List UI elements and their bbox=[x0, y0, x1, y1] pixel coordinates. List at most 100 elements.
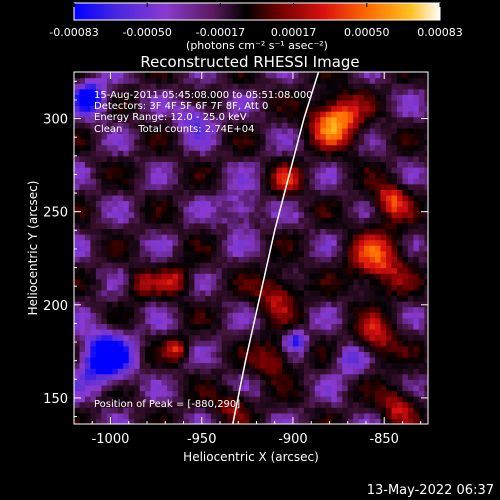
heatmap-cell bbox=[227, 206, 234, 213]
heatmap-cell bbox=[336, 250, 343, 257]
heatmap-cell bbox=[314, 166, 321, 174]
heatmap-cell bbox=[413, 200, 420, 207]
heatmap-cell bbox=[156, 396, 163, 403]
heatmap-cell bbox=[249, 139, 256, 146]
heatmap-cell bbox=[331, 172, 338, 179]
heatmap-cell bbox=[172, 401, 179, 408]
heatmap-cell bbox=[79, 362, 86, 369]
heatmap-cell bbox=[194, 183, 201, 190]
heatmap-cell bbox=[331, 368, 338, 375]
heatmap-cell bbox=[260, 390, 267, 397]
heatmap-cell bbox=[249, 278, 256, 285]
heatmap-cell bbox=[325, 284, 332, 291]
heatmap-cell bbox=[205, 77, 212, 84]
heatmap-cell bbox=[128, 211, 135, 218]
heatmap-cell bbox=[145, 340, 152, 347]
heatmap-cell bbox=[156, 211, 163, 218]
heatmap-cell bbox=[183, 139, 190, 146]
heatmap-cell bbox=[424, 301, 428, 308]
heatmap-cell bbox=[194, 373, 201, 380]
heatmap-cell bbox=[194, 172, 201, 179]
heatmap-cell bbox=[172, 178, 179, 185]
heatmap-cell bbox=[188, 418, 196, 424]
heatmap-cell bbox=[358, 172, 365, 179]
heatmap-cell bbox=[210, 105, 217, 112]
heatmap-cell bbox=[178, 373, 185, 380]
heatmap-cell bbox=[265, 200, 272, 207]
heatmap-cell bbox=[342, 234, 349, 241]
heatmap-cell bbox=[276, 194, 283, 202]
heatmap-cell bbox=[216, 368, 223, 375]
heatmap-cell bbox=[232, 329, 239, 336]
heatmap-cell bbox=[112, 88, 119, 95]
heatmap-cell bbox=[287, 306, 294, 313]
heatmap-cell bbox=[117, 329, 124, 336]
heatmap-cell bbox=[161, 222, 168, 230]
heatmap-cell bbox=[413, 144, 420, 151]
heatmap-cell bbox=[178, 396, 185, 403]
heatmap-cell bbox=[336, 351, 343, 358]
heatmap-cell bbox=[265, 144, 272, 151]
heatmap-cell bbox=[199, 206, 206, 213]
heatmap-cell bbox=[375, 407, 382, 414]
heatmap-cell bbox=[402, 150, 409, 157]
heatmap-cell bbox=[232, 155, 239, 162]
heatmap-cell bbox=[282, 150, 289, 157]
heatmap-cell bbox=[254, 412, 261, 420]
heatmap-cell bbox=[424, 150, 428, 157]
heatmap-cell bbox=[172, 317, 179, 325]
heatmap-cell bbox=[347, 418, 354, 424]
heatmap-cell bbox=[150, 139, 157, 146]
heatmap-cell bbox=[145, 329, 152, 336]
heatmap-cell bbox=[161, 200, 168, 207]
heatmap-cell bbox=[117, 172, 124, 179]
heatmap-cell bbox=[238, 222, 245, 230]
heatmap-cell bbox=[117, 133, 124, 140]
heatmap-cell bbox=[424, 178, 428, 185]
heatmap-cell bbox=[364, 245, 371, 252]
heatmap-cell bbox=[358, 289, 365, 297]
heatmap-cell bbox=[79, 211, 86, 218]
heatmap-cell bbox=[139, 194, 146, 202]
heatmap-cell bbox=[79, 206, 86, 213]
heatmap-cell bbox=[205, 273, 212, 280]
heatmap-cell bbox=[254, 183, 261, 190]
heatmap-cell bbox=[243, 189, 250, 196]
heatmap-cell bbox=[407, 99, 415, 107]
heatmap-cell bbox=[95, 183, 102, 190]
heatmap-cell bbox=[243, 418, 250, 424]
heatmap-cell bbox=[249, 245, 256, 252]
heatmap-cell bbox=[167, 390, 174, 397]
heatmap-cell bbox=[358, 105, 365, 112]
heatmap-cell bbox=[101, 183, 108, 190]
heatmap-cell bbox=[303, 289, 310, 297]
heatmap-cell bbox=[391, 155, 398, 162]
heatmap-cell bbox=[369, 256, 376, 263]
heatmap-cell bbox=[418, 384, 425, 392]
heatmap-cell bbox=[418, 206, 425, 213]
heatmap-cell bbox=[243, 317, 250, 325]
heatmap-cell bbox=[413, 418, 420, 424]
heatmap-cell bbox=[342, 373, 349, 380]
heatmap-cell bbox=[391, 340, 398, 347]
heatmap-cell bbox=[117, 301, 124, 308]
heatmap-cell bbox=[282, 396, 289, 403]
heatmap-cell bbox=[407, 150, 415, 157]
heatmap-cell bbox=[227, 267, 234, 274]
heatmap-cell bbox=[156, 94, 163, 101]
heatmap-cell bbox=[161, 401, 168, 408]
heatmap-cell bbox=[95, 127, 102, 135]
heatmap-cell bbox=[90, 401, 97, 408]
heatmap-cell bbox=[221, 83, 228, 90]
heatmap-cell bbox=[90, 127, 97, 135]
heatmap-cell bbox=[375, 384, 382, 392]
heatmap-cell bbox=[424, 172, 428, 179]
heatmap-cell bbox=[358, 329, 365, 336]
heatmap-cell bbox=[183, 116, 190, 123]
heatmap-cell bbox=[375, 150, 382, 157]
heatmap-cell bbox=[424, 278, 428, 285]
heatmap-cell bbox=[194, 222, 201, 230]
heatmap-cell bbox=[309, 172, 316, 179]
heatmap-cell bbox=[276, 379, 283, 386]
heatmap-cell bbox=[216, 323, 223, 330]
